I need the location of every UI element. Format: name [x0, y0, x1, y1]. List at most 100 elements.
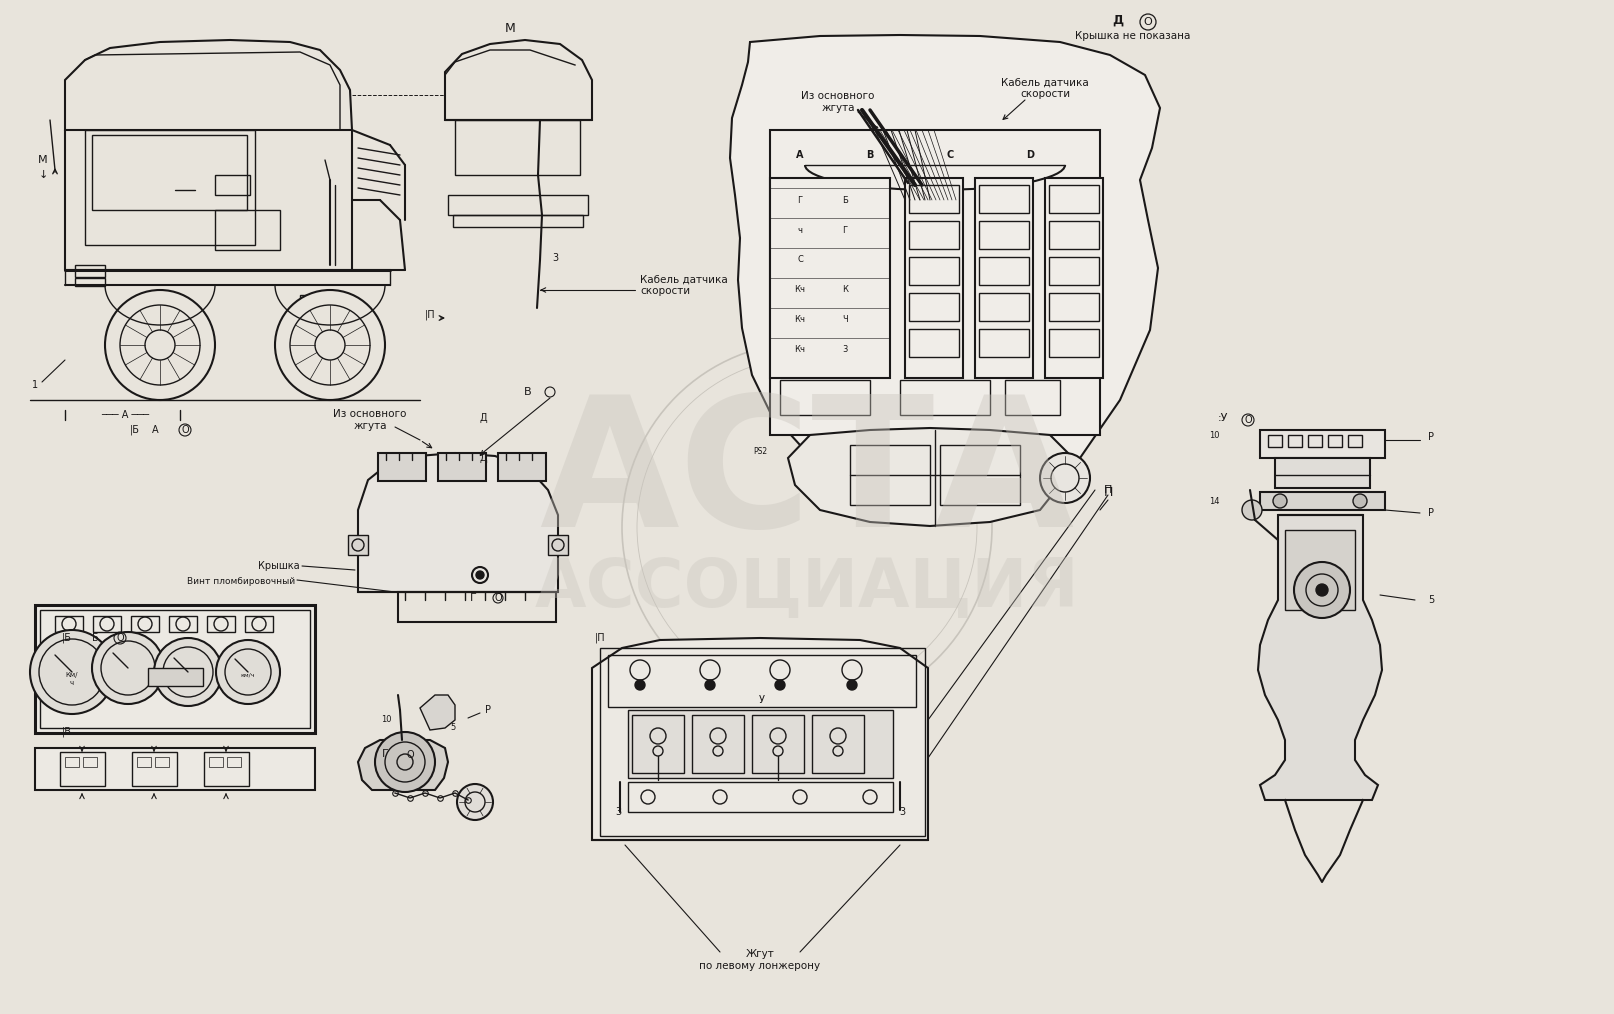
Bar	[1275, 458, 1370, 488]
Bar	[399, 592, 555, 622]
Bar	[1044, 178, 1102, 378]
Text: 10: 10	[381, 716, 391, 724]
Bar	[1049, 329, 1099, 357]
Polygon shape	[445, 40, 592, 120]
Circle shape	[1353, 494, 1367, 508]
Bar	[975, 178, 1033, 378]
Bar	[82, 757, 97, 767]
Bar	[752, 715, 804, 773]
Text: Б: Б	[843, 196, 847, 205]
Text: Кч: Кч	[794, 346, 805, 355]
Text: Ч: Ч	[843, 315, 847, 324]
Bar	[939, 445, 1020, 505]
Bar	[812, 715, 863, 773]
Text: Кч: Кч	[794, 315, 805, 324]
Text: PS2: PS2	[754, 447, 767, 456]
Bar	[1049, 221, 1099, 249]
Text: Кабель датчика
скорости: Кабель датчика скорости	[641, 274, 728, 296]
Bar	[86, 130, 255, 245]
Bar	[905, 178, 964, 378]
Bar	[1307, 435, 1322, 447]
Text: Кабель датчика
скорости: Кабель датчика скорости	[1001, 77, 1089, 98]
Text: 10: 10	[1209, 431, 1220, 439]
Bar	[203, 752, 249, 786]
Bar	[770, 130, 1101, 435]
Text: АСТА: АСТА	[539, 388, 1075, 565]
Bar	[312, 295, 323, 317]
Bar	[633, 715, 684, 773]
Bar	[1049, 257, 1099, 285]
Bar	[1348, 435, 1362, 447]
Text: Д: Д	[1112, 13, 1123, 26]
Bar	[1285, 530, 1356, 610]
Bar	[55, 615, 82, 632]
Bar	[980, 221, 1030, 249]
Bar	[980, 257, 1030, 285]
Bar	[628, 710, 893, 778]
Text: В: В	[525, 387, 531, 397]
Text: У: У	[759, 695, 765, 705]
Text: |Б: |Б	[131, 425, 140, 435]
Text: М: М	[505, 21, 515, 34]
Polygon shape	[358, 740, 449, 790]
Bar	[1328, 435, 1341, 447]
Bar	[228, 757, 240, 767]
Bar	[1261, 492, 1385, 510]
Bar	[349, 535, 368, 555]
Circle shape	[105, 290, 215, 400]
Text: А: А	[152, 425, 158, 435]
Text: О: О	[181, 425, 189, 435]
Circle shape	[1273, 494, 1286, 508]
Text: |Б: |Б	[61, 633, 73, 643]
Circle shape	[92, 632, 165, 704]
Bar	[909, 293, 959, 321]
Text: О: О	[1244, 415, 1252, 425]
Bar	[207, 615, 236, 632]
Text: Р: Р	[484, 705, 491, 715]
Text: D: D	[1027, 150, 1035, 160]
Text: О: О	[407, 750, 413, 760]
Text: П: П	[1104, 486, 1112, 499]
Circle shape	[457, 784, 492, 820]
Text: П: П	[1104, 485, 1112, 495]
Bar	[901, 380, 989, 415]
Circle shape	[274, 290, 386, 400]
Bar	[780, 380, 870, 415]
Text: ч: ч	[69, 680, 74, 686]
Text: 3: 3	[843, 346, 847, 355]
Circle shape	[705, 680, 715, 690]
Text: К: К	[843, 286, 847, 294]
Circle shape	[1315, 584, 1328, 596]
Bar	[336, 295, 345, 317]
Circle shape	[634, 680, 646, 690]
Text: Крышка не показана: Крышка не показана	[1075, 31, 1191, 41]
Text: |В: |В	[61, 727, 73, 737]
Text: ─── А ───: ─── А ───	[102, 410, 148, 420]
Text: ч: ч	[797, 225, 802, 234]
Bar	[92, 135, 247, 210]
Bar	[851, 445, 930, 505]
Text: 5: 5	[1428, 595, 1435, 605]
Text: 1: 1	[32, 380, 39, 390]
Bar	[692, 715, 744, 773]
Text: Г: Г	[797, 196, 802, 205]
Bar	[155, 757, 169, 767]
Text: Крышка: Крышка	[258, 561, 300, 571]
Bar	[909, 185, 959, 213]
Bar	[909, 257, 959, 285]
Text: |П: |П	[596, 633, 605, 643]
Text: Из основного
жгута: Из основного жгута	[801, 91, 875, 113]
Text: 3: 3	[552, 254, 558, 263]
Text: АССОЦИАЦИЯ: АССОЦИАЦИЯ	[534, 555, 1080, 622]
Bar	[600, 648, 925, 836]
Circle shape	[1039, 453, 1089, 503]
Bar	[60, 752, 105, 786]
Text: ↓: ↓	[39, 170, 48, 180]
Bar	[1049, 293, 1099, 321]
Text: Из основного
жгута: Из основного жгута	[334, 410, 407, 431]
Bar	[215, 210, 279, 250]
Bar	[245, 615, 273, 632]
Bar	[628, 782, 893, 812]
Bar	[300, 295, 310, 317]
Text: Р: Р	[1428, 432, 1433, 442]
